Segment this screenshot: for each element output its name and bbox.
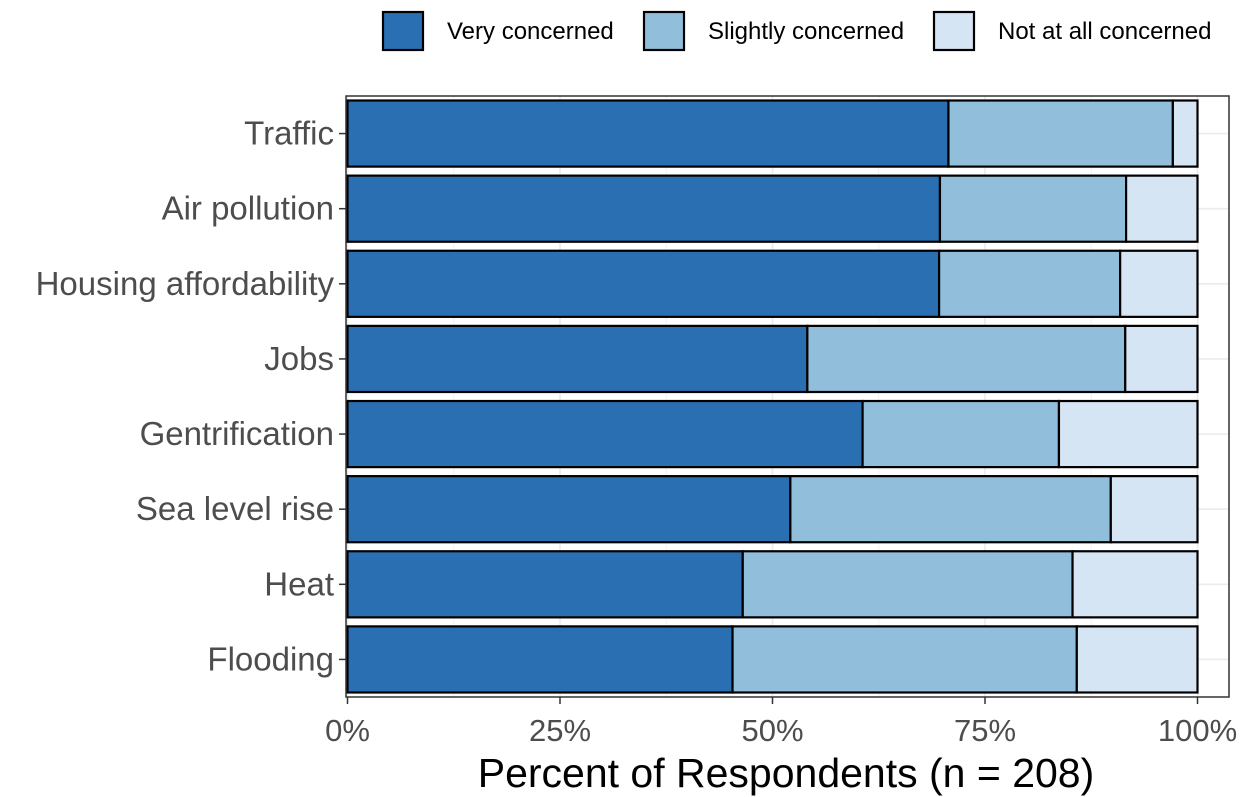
- bar-group-air-pollution: Air pollution — Very concerned: 69.7%Air…: [346, 174, 1199, 243]
- y-tick-label: Sea level rise: [136, 490, 334, 527]
- plot-panel-border: [345, 95, 1230, 698]
- bar-segment-very-concerned: Sea level rise — Very concerned: 52.1%: [346, 475, 792, 544]
- bar-group-heat: Heat — Very concerned: 46.5%Heat — Sligh…: [346, 550, 1199, 619]
- bar-segment-not-at-all-concerned: Traffic — Not at all concerned: 2.9%: [1171, 99, 1199, 168]
- legend-key: [932, 10, 976, 52]
- y-tick-label: Housing affordability: [36, 265, 335, 302]
- bar-segment-not-at-all-concerned: Housing affordability — Not at all conce…: [1119, 249, 1199, 318]
- legend-item-very-concerned: Very concerned: [381, 10, 614, 52]
- x-axis: 0% 25% 50% 75% 100%: [325, 697, 1237, 748]
- bar-segment-not-at-all-concerned: Jobs — Not at all concerned: 8.5%: [1124, 324, 1199, 394]
- legend-label: Not at all concerned: [998, 18, 1211, 45]
- bar-segment-not-at-all-concerned: Air pollution — Not at all concerned: 8.…: [1124, 174, 1199, 243]
- bar-segment-very-concerned: Air pollution — Very concerned: 69.7%: [346, 174, 942, 243]
- legend: Very concerned Slightly concerned Not at a…: [381, 10, 1211, 52]
- legend-item-not-at-all-concerned: Not at all concerned: [932, 10, 1211, 52]
- legend-key: [642, 10, 686, 52]
- legend-label: Very concerned: [447, 18, 614, 45]
- bar-group-gentrification: Gentrification — Very concerned: 60.6%Ge…: [346, 399, 1199, 469]
- bar-segment-not-at-all-concerned: Sea level rise — Not at all concerned: 1…: [1109, 475, 1199, 544]
- bar-group-housing-affordability: Housing affordability — Very concerned: …: [346, 249, 1199, 318]
- bar-segment-slightly-concerned: Gentrification — Slightly concerned: 23.…: [861, 399, 1061, 469]
- bar-segment-not-at-all-concerned: Heat — Not at all concerned: 14.7%: [1071, 550, 1199, 619]
- y-tick-label: Heat: [264, 565, 334, 602]
- x-axis-title: Percent of Respondents (n = 208): [478, 750, 1095, 796]
- bar-group-traffic: Traffic — Very concerned: 70.7%Traffic —…: [346, 99, 1199, 168]
- bar-group-flooding: Flooding — Very concerned: 45.3%Flooding…: [346, 625, 1199, 694]
- y-axis: Traffic Air pollution Housing affordabilit…: [36, 115, 346, 677]
- bar-segment-slightly-concerned: Heat — Slightly concerned: 38.8%: [741, 550, 1074, 619]
- bar-segment-very-concerned: Flooding — Very concerned: 45.3%: [346, 625, 734, 694]
- bar-group-sea-level-rise: Sea level rise — Very concerned: 52.1%Se…: [346, 475, 1199, 544]
- y-tick-label: Gentrification: [140, 415, 334, 452]
- legend-key: [381, 10, 425, 52]
- bar-segment-very-concerned: Traffic — Very concerned: 70.7%: [346, 99, 950, 168]
- bar-group-jobs: Jobs — Very concerned: 54.1%Jobs — Sligh…: [346, 324, 1199, 394]
- x-tick-label: 75%: [954, 713, 1016, 748]
- bar-segment-slightly-concerned: Traffic — Slightly concerned: 26.4%: [947, 99, 1174, 168]
- bar-segment-very-concerned: Jobs — Very concerned: 54.1%: [346, 324, 809, 394]
- y-tick-label: Air pollution: [162, 190, 334, 227]
- bars: Traffic — Very concerned: 70.7%Traffic —…: [346, 99, 1199, 694]
- bar-segment-slightly-concerned: Jobs — Slightly concerned: 37.4%: [806, 324, 1127, 394]
- legend-label: Slightly concerned: [708, 18, 904, 45]
- x-tick-label: 50%: [741, 713, 803, 748]
- bar-segment-not-at-all-concerned: Flooding — Not at all concerned: 14.2%: [1075, 625, 1199, 694]
- bar-segment-slightly-concerned: Flooding — Slightly concerned: 40.5%: [731, 625, 1078, 694]
- bar-segment-very-concerned: Heat — Very concerned: 46.5%: [346, 550, 744, 619]
- bar-segment-not-at-all-concerned: Gentrification — Not at all concerned: 1…: [1057, 399, 1199, 469]
- bar-segment-slightly-concerned: Housing affordability — Slightly concern…: [937, 249, 1122, 318]
- x-tick-label: 0%: [325, 713, 370, 748]
- legend-item-slightly-concerned: Slightly concerned: [642, 10, 904, 52]
- bar-segment-slightly-concerned: Sea level rise — Slightly concerned: 37.…: [789, 475, 1112, 544]
- bar-segment-very-concerned: Housing affordability — Very concerned: …: [346, 249, 941, 318]
- y-tick-label: Jobs: [264, 340, 334, 377]
- y-tick-label: Flooding: [207, 640, 334, 677]
- x-tick-label: 25%: [529, 713, 591, 748]
- bar-segment-slightly-concerned: Air pollution — Slightly concerned: 21.9…: [938, 174, 1128, 243]
- bar-segment-very-concerned: Gentrification — Very concerned: 60.6%: [346, 399, 864, 469]
- y-tick-label: Traffic: [244, 115, 334, 152]
- x-tick-label: 100%: [1158, 713, 1237, 748]
